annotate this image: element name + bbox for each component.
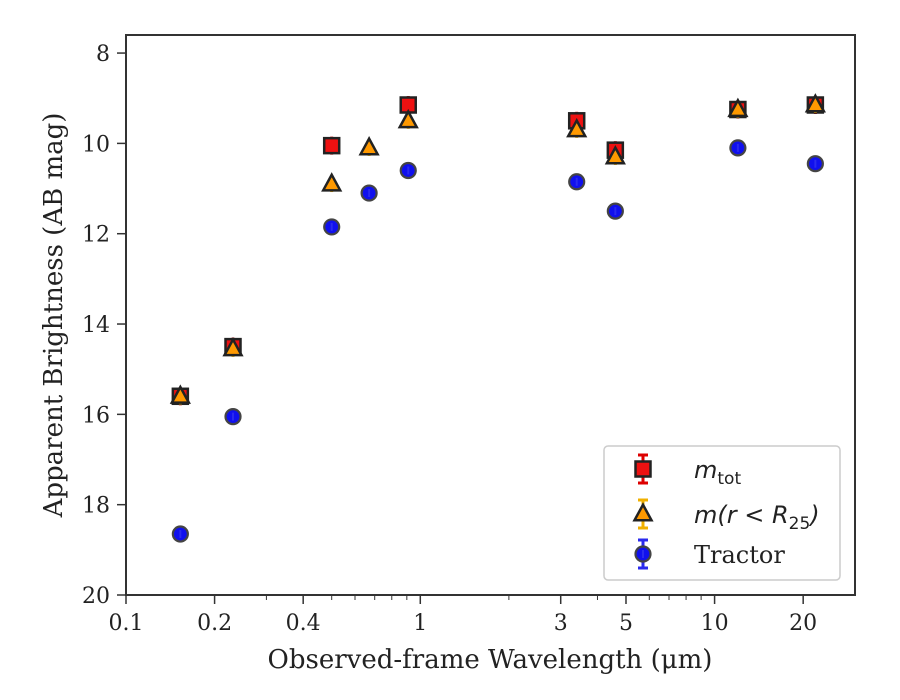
legend-mr25-end: ) bbox=[808, 501, 819, 529]
triangle-point bbox=[604, 145, 626, 165]
legend-label-mtot: mtot bbox=[694, 456, 741, 489]
legend-triangle bbox=[632, 502, 654, 522]
y-tick-label: 10 bbox=[82, 132, 110, 157]
x-tick-label: 1 bbox=[413, 611, 427, 636]
triangle-point bbox=[358, 135, 380, 156]
legend-label-mr25: m(r < R25) bbox=[694, 501, 820, 534]
triangle-point bbox=[727, 97, 749, 118]
axis-ticks: 0.1 0.2 0.4 1 3 5 10 20 8 10 12 14 16 18 20 bbox=[82, 42, 817, 636]
x-tick-label: 20 bbox=[789, 611, 817, 636]
legend: mtot m(r < R25) Tractor bbox=[603, 445, 841, 581]
y-tick-label: 20 bbox=[82, 584, 110, 609]
square-point bbox=[322, 136, 341, 155]
plot-frame bbox=[125, 34, 856, 596]
triangle-point bbox=[566, 117, 588, 138]
series-2 bbox=[171, 139, 824, 543]
y-tick-label: 8 bbox=[96, 42, 110, 67]
x-tick-label: 3 bbox=[554, 611, 568, 636]
y-tick-label: 18 bbox=[82, 494, 110, 519]
triangle-point bbox=[169, 384, 191, 404]
legend-mtot-sub: tot bbox=[717, 469, 741, 489]
triangle-point bbox=[397, 108, 419, 129]
triangle-point bbox=[222, 336, 244, 357]
y-axis-label: Apparent Brightness (AB mag) bbox=[39, 113, 69, 519]
y-tick-label: 12 bbox=[82, 223, 110, 248]
x-axis-label: Observed-frame Wavelength (μm) bbox=[268, 645, 713, 675]
legend-mr25-main: m(r < R bbox=[694, 501, 789, 529]
x-tick-label: 5 bbox=[619, 611, 633, 636]
legend-mr25-sub: 25 bbox=[789, 514, 811, 534]
series-1 bbox=[169, 93, 826, 405]
data-points bbox=[169, 93, 826, 543]
legend-markers bbox=[632, 453, 654, 570]
x-tick-label: 0.4 bbox=[286, 611, 321, 636]
x-tick-label: 0.2 bbox=[197, 611, 232, 636]
triangle-point bbox=[321, 172, 343, 192]
legend-mtot-main: m bbox=[694, 456, 717, 484]
series-0 bbox=[171, 96, 825, 406]
legend-square bbox=[634, 460, 652, 478]
legend-box bbox=[603, 445, 841, 581]
x-tick-label: 10 bbox=[701, 611, 729, 636]
x-tick-label: 0.1 bbox=[109, 611, 144, 636]
y-tick-label: 16 bbox=[82, 403, 110, 428]
legend-label-tractor: Tractor bbox=[694, 541, 785, 569]
y-tick-label: 14 bbox=[82, 313, 110, 338]
triangle-point bbox=[804, 93, 826, 113]
